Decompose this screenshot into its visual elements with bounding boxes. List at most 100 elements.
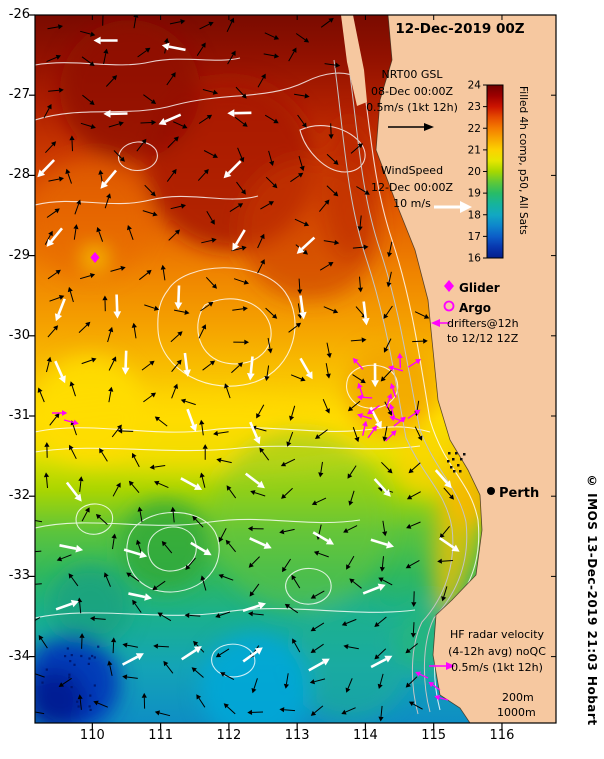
current-arrow: [292, 638, 301, 653]
wind-arrow: [308, 658, 330, 672]
current-arrow: [163, 660, 174, 674]
current-arrow: [99, 448, 108, 462]
current-arrow: [323, 306, 339, 314]
current-arrow: [290, 374, 306, 382]
current-arrow: [381, 461, 393, 474]
current-arrow: [46, 356, 52, 373]
current-arrow: [103, 572, 111, 587]
current-arrow: [103, 48, 109, 65]
current-arrow: [74, 199, 81, 215]
gsl-legend: NRT00 GSL 08-Dec 00:00Z 0.5m/s (1kt 12h): [350, 67, 474, 117]
current-arrow: [170, 506, 176, 523]
current-arrow: [80, 122, 96, 129]
y-tick-label: -26: [8, 7, 30, 22]
current-arrow: [405, 559, 420, 569]
current-arrow: [235, 86, 247, 99]
current-arrow: [104, 193, 111, 209]
coastal-data-flags: [447, 452, 466, 473]
current-arrow: [206, 211, 215, 225]
coastline: [375, 15, 483, 723]
current-arrow: [343, 644, 359, 650]
current-arrow: [143, 94, 157, 104]
drifter-arrow: [389, 383, 397, 398]
current-arrow: [105, 75, 118, 87]
current-arrow: [248, 611, 264, 617]
current-arrow: [374, 616, 387, 627]
current-arrow: [73, 224, 79, 240]
y-tick-label: -30: [8, 327, 30, 343]
wind-arrow: [100, 169, 117, 189]
current-arrow: [126, 572, 140, 582]
perth-city-marker: [487, 487, 495, 495]
current-arrow: [347, 465, 357, 479]
colorbar-gradient: [486, 84, 504, 259]
current-arrow: [108, 386, 114, 403]
current-arrow: [132, 599, 142, 613]
current-arrow: [406, 491, 421, 500]
hf-radar-vector: [434, 694, 449, 701]
current-arrow: [201, 237, 217, 244]
glider-diamond-icon: [444, 280, 454, 292]
current-arrow: [264, 32, 280, 40]
wind-vector-arrows: [37, 36, 460, 672]
current-arrow: [279, 528, 295, 535]
current-arrow: [350, 337, 367, 343]
wind-arrow: [123, 548, 148, 559]
current-arrow: [37, 387, 45, 403]
current-arrow: [412, 338, 428, 344]
current-arrow: [35, 520, 43, 523]
current-arrow: [69, 444, 77, 460]
current-arrow: [166, 168, 177, 182]
wind-legend-title: WindSpeed: [380, 164, 444, 177]
sst-colorbar: 24 23 22 21 20 19 18 17 16: [468, 80, 504, 265]
drifters-legend-line1: drifters@12h: [447, 317, 519, 330]
current-arrow: [345, 678, 353, 693]
current-arrow: [171, 383, 178, 399]
current-arrow: [102, 295, 108, 312]
current-arrow: [247, 709, 264, 715]
current-arrow: [153, 643, 169, 649]
current-arrow: [356, 186, 370, 195]
current-arrow: [257, 259, 265, 274]
current-arrow: [191, 667, 204, 678]
current-arrow: [257, 73, 266, 88]
current-arrow: [315, 429, 328, 439]
current-arrow: [294, 93, 310, 99]
colorbar-tick-label: 24: [468, 80, 482, 92]
current-arrow: [43, 104, 52, 119]
current-arrow: [35, 550, 42, 553]
wind-arrow: [242, 601, 266, 613]
current-arrow: [346, 555, 355, 570]
x-tick-label: 115: [421, 728, 447, 743]
current-arrow: [279, 707, 296, 713]
current-arrow: [213, 430, 229, 436]
current-arrow: [142, 210, 158, 217]
current-arrow: [48, 87, 64, 93]
current-arrow: [288, 322, 302, 333]
current-arrow: [47, 325, 59, 338]
current-arrow: [65, 168, 72, 184]
current-arrow: [387, 241, 393, 258]
current-arrow: [249, 583, 260, 597]
current-arrow: [157, 612, 172, 622]
current-arrow: [289, 405, 296, 421]
current-arrow: [215, 648, 230, 658]
current-arrow: [248, 556, 260, 568]
current-arrow: [377, 673, 384, 689]
wind-arrow: [312, 531, 334, 545]
wind-arrow: [46, 227, 64, 247]
drifter-arrow: [63, 419, 79, 426]
wind-arrow: [296, 236, 316, 254]
current-arrow: [298, 155, 305, 172]
current-arrow: [196, 694, 206, 708]
current-arrow: [117, 428, 134, 434]
current-arrow: [259, 447, 270, 461]
current-arrow: [200, 301, 214, 312]
current-arrow: [247, 526, 264, 532]
current-arrow: [95, 514, 108, 525]
current-arrow: [288, 47, 297, 62]
wind-arrow: [190, 541, 212, 556]
current-arrow: [197, 169, 209, 181]
wind-arrow: [121, 350, 130, 375]
